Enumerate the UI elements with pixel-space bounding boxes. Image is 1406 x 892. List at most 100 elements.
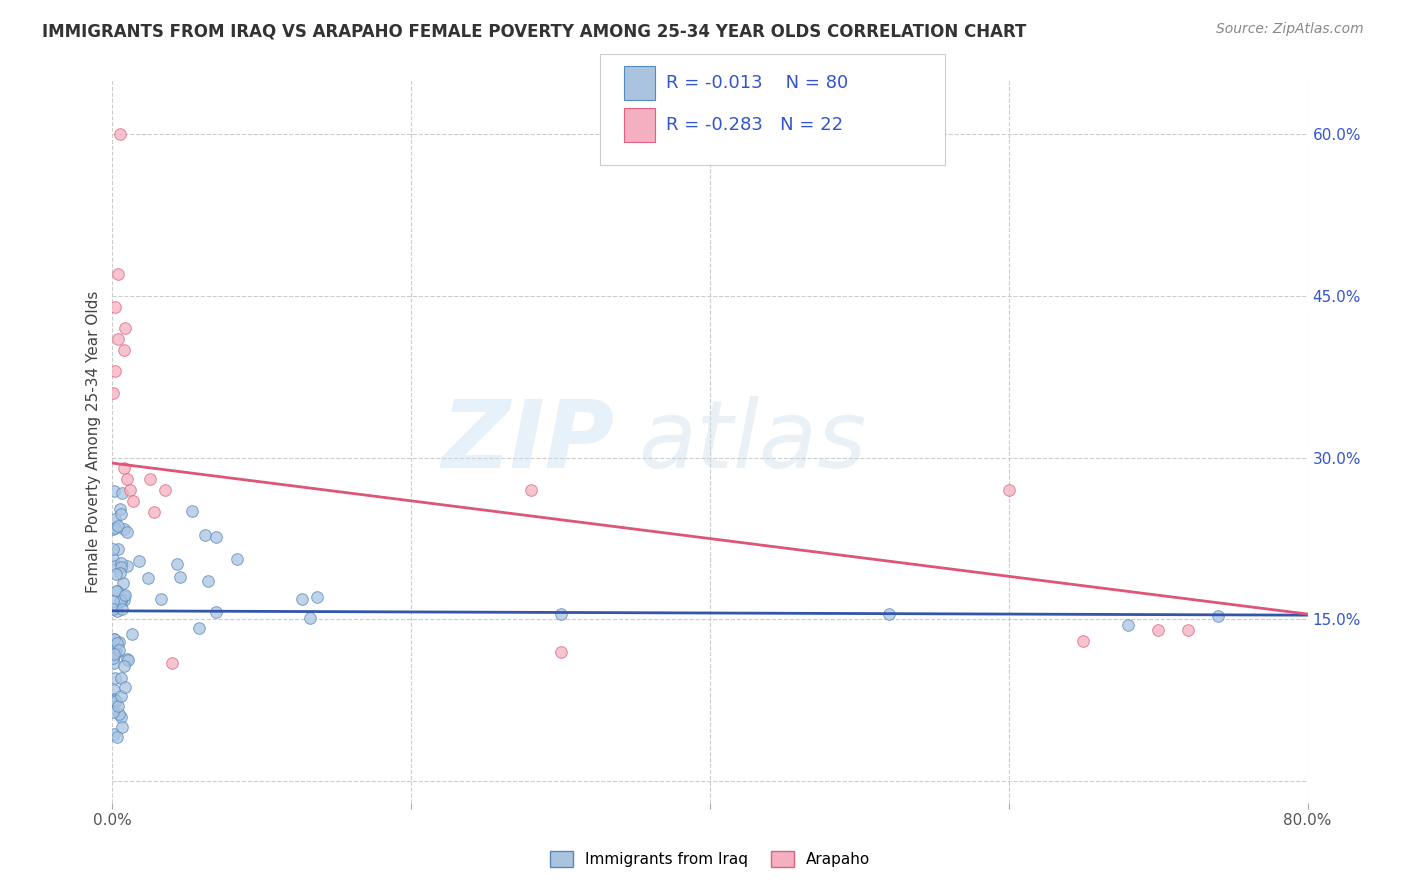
- Point: [103, 682, 125, 697]
- Point: [110, 127, 132, 141]
- Point: [117, 652, 139, 666]
- Point: [114, 588, 136, 602]
- Point: [1177, 624, 1199, 638]
- Point: [110, 689, 132, 703]
- Point: [105, 646, 128, 660]
- Point: [225, 551, 247, 566]
- Point: [108, 566, 131, 580]
- Point: [153, 483, 176, 497]
- Point: [114, 321, 136, 335]
- Point: [181, 504, 204, 518]
- Point: [550, 645, 572, 659]
- Point: [307, 591, 329, 605]
- Point: [104, 671, 127, 685]
- Point: [111, 486, 134, 500]
- Point: [112, 658, 135, 673]
- Point: [108, 594, 131, 608]
- Point: [110, 556, 132, 570]
- Point: [110, 593, 132, 607]
- Point: [110, 710, 132, 724]
- Point: [105, 604, 128, 618]
- Point: [143, 505, 166, 519]
- Point: [128, 554, 150, 568]
- Point: [550, 607, 572, 621]
- Point: [107, 541, 129, 556]
- Point: [103, 727, 125, 741]
- Point: [120, 483, 142, 497]
- Point: [110, 671, 132, 685]
- Point: [1073, 634, 1095, 648]
- Legend: Immigrants from Iraq, Arapaho: Immigrants from Iraq, Arapaho: [550, 852, 870, 867]
- Point: [108, 643, 131, 657]
- Point: [104, 558, 127, 573]
- Point: [520, 483, 543, 497]
- Point: [188, 621, 211, 635]
- Point: [299, 611, 322, 625]
- Point: [107, 332, 129, 346]
- Point: [169, 570, 191, 584]
- Point: [103, 691, 125, 706]
- Point: [111, 602, 134, 616]
- Point: [107, 268, 129, 282]
- Point: [879, 607, 901, 621]
- Point: [115, 525, 138, 540]
- Point: [103, 647, 125, 661]
- Point: [105, 642, 128, 657]
- Y-axis label: Female Poverty Among 25-34 Year Olds: Female Poverty Among 25-34 Year Olds: [86, 291, 101, 592]
- Point: [104, 567, 127, 582]
- Point: [110, 507, 132, 521]
- Point: [114, 680, 136, 694]
- Point: [204, 606, 226, 620]
- Point: [112, 522, 135, 536]
- Point: [107, 634, 129, 648]
- Point: [117, 472, 139, 486]
- Point: [122, 493, 145, 508]
- Point: [110, 559, 132, 574]
- Point: [105, 583, 128, 598]
- Point: [115, 652, 138, 666]
- Point: [103, 632, 125, 647]
- Text: R = -0.013    N = 80: R = -0.013 N = 80: [666, 74, 849, 92]
- Point: [139, 472, 162, 486]
- Point: [1206, 609, 1229, 624]
- Point: [110, 501, 132, 516]
- Point: [998, 483, 1021, 497]
- Point: [107, 519, 129, 533]
- Point: [204, 530, 226, 544]
- Point: [107, 698, 129, 713]
- Point: [103, 632, 125, 647]
- Point: [103, 386, 125, 401]
- Point: [101, 705, 124, 719]
- Point: [112, 589, 135, 603]
- Point: [114, 461, 135, 475]
- Point: [166, 558, 188, 572]
- Point: [105, 731, 128, 745]
- Point: [111, 720, 134, 734]
- Point: [104, 521, 127, 535]
- Point: [104, 511, 127, 525]
- Point: [291, 592, 314, 607]
- Point: [103, 651, 125, 665]
- Point: [162, 656, 183, 670]
- Point: [104, 584, 127, 599]
- Text: Source: ZipAtlas.com: Source: ZipAtlas.com: [1216, 22, 1364, 37]
- Point: [136, 571, 159, 585]
- Point: [1118, 618, 1140, 632]
- Point: [1147, 624, 1170, 638]
- Point: [103, 484, 125, 499]
- Point: [101, 551, 124, 566]
- Point: [104, 693, 127, 707]
- Point: [101, 522, 124, 536]
- Point: [149, 592, 172, 607]
- Point: [104, 693, 127, 707]
- Point: [103, 656, 125, 670]
- Point: [112, 593, 135, 607]
- Point: [101, 541, 124, 556]
- Point: [197, 574, 219, 588]
- Point: [115, 559, 138, 574]
- Point: [121, 627, 143, 641]
- Point: [104, 364, 127, 378]
- Point: [108, 707, 131, 722]
- Point: [105, 635, 128, 649]
- Text: ZIP: ZIP: [441, 395, 614, 488]
